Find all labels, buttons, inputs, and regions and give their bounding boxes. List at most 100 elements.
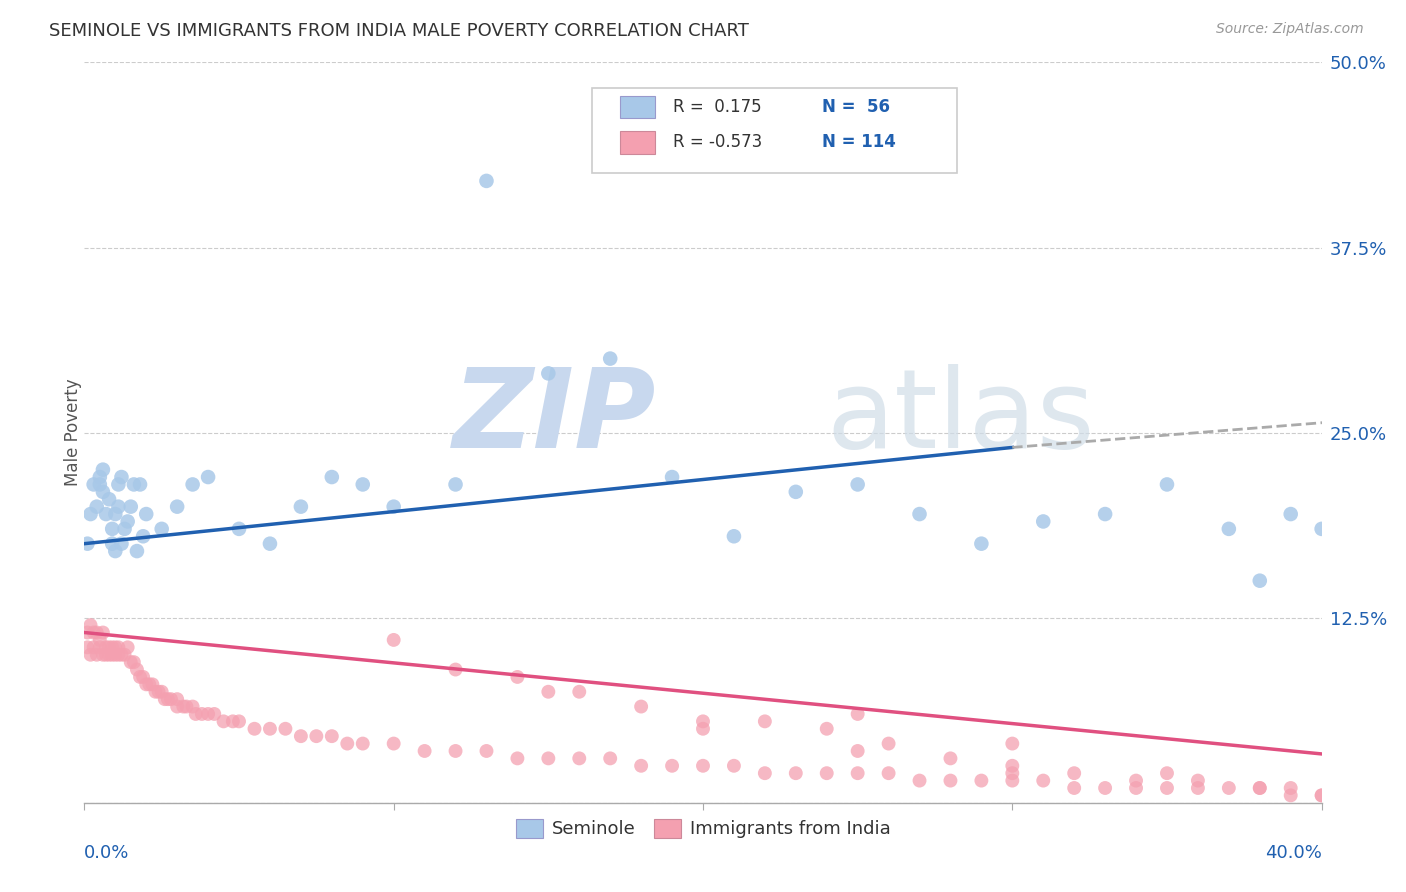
- Point: [76, 625, 98, 640]
- Point: [89, 470, 111, 484]
- Point: [815, 766, 838, 780]
- Point: [202, 706, 225, 721]
- Point: [939, 751, 962, 765]
- Point: [107, 477, 129, 491]
- Point: [537, 367, 560, 381]
- Point: [129, 477, 152, 491]
- Point: [107, 648, 129, 662]
- Point: [1001, 737, 1024, 751]
- Point: [228, 522, 250, 536]
- Point: [110, 470, 132, 484]
- Point: [290, 729, 312, 743]
- Point: [352, 477, 374, 491]
- Point: [191, 706, 214, 721]
- Point: [877, 766, 900, 780]
- Point: [89, 632, 111, 647]
- Point: [181, 699, 204, 714]
- Text: 40.0%: 40.0%: [1265, 844, 1322, 863]
- Point: [91, 484, 114, 499]
- Point: [79, 618, 101, 632]
- Point: [630, 758, 652, 772]
- Point: [150, 522, 173, 536]
- Point: [599, 351, 621, 366]
- Text: Source: ZipAtlas.com: Source: ZipAtlas.com: [1216, 22, 1364, 37]
- Point: [79, 648, 101, 662]
- Point: [305, 729, 328, 743]
- Point: [166, 692, 188, 706]
- Point: [1125, 780, 1147, 795]
- Point: [259, 536, 281, 550]
- Point: [1279, 789, 1302, 803]
- Point: [382, 737, 405, 751]
- Point: [815, 722, 838, 736]
- Point: [661, 758, 683, 772]
- Point: [166, 699, 188, 714]
- Point: [120, 500, 142, 514]
- Point: [754, 714, 776, 729]
- Point: [1063, 780, 1085, 795]
- Point: [630, 699, 652, 714]
- Point: [1125, 773, 1147, 788]
- Point: [107, 500, 129, 514]
- Point: [1218, 780, 1240, 795]
- Point: [141, 677, 163, 691]
- Point: [754, 766, 776, 780]
- Point: [243, 722, 266, 736]
- Point: [382, 500, 405, 514]
- Bar: [620, 95, 655, 118]
- Point: [101, 640, 124, 655]
- Point: [506, 751, 529, 765]
- Point: [846, 477, 869, 491]
- Point: [321, 470, 343, 484]
- Point: [117, 640, 139, 655]
- Point: [1249, 780, 1271, 795]
- Point: [413, 744, 436, 758]
- Point: [129, 670, 152, 684]
- Point: [1156, 477, 1178, 491]
- Point: [692, 758, 714, 772]
- Point: [382, 632, 405, 647]
- Point: [86, 625, 108, 640]
- Point: [132, 529, 155, 543]
- Point: [846, 766, 869, 780]
- Point: [104, 640, 127, 655]
- Text: SEMINOLE VS IMMIGRANTS FROM INDIA MALE POVERTY CORRELATION CHART: SEMINOLE VS IMMIGRANTS FROM INDIA MALE P…: [49, 22, 749, 40]
- Point: [444, 663, 467, 677]
- Point: [94, 507, 117, 521]
- Point: [1249, 574, 1271, 588]
- Point: [228, 714, 250, 729]
- Point: [1310, 789, 1333, 803]
- Point: [785, 484, 807, 499]
- Point: [110, 648, 132, 662]
- Point: [148, 685, 170, 699]
- Point: [222, 714, 245, 729]
- Point: [785, 766, 807, 780]
- Point: [908, 507, 931, 521]
- Point: [104, 648, 127, 662]
- Point: [1156, 766, 1178, 780]
- Point: [104, 544, 127, 558]
- Point: [135, 507, 157, 521]
- Point: [145, 685, 167, 699]
- FancyBboxPatch shape: [592, 88, 956, 173]
- Legend: Seminole, Immigrants from India: Seminole, Immigrants from India: [509, 812, 897, 846]
- Point: [153, 692, 176, 706]
- Point: [197, 706, 219, 721]
- Point: [352, 737, 374, 751]
- Point: [939, 773, 962, 788]
- Point: [89, 640, 111, 655]
- Point: [125, 544, 148, 558]
- Point: [76, 640, 98, 655]
- Point: [76, 536, 98, 550]
- Point: [475, 174, 498, 188]
- Point: [1310, 522, 1333, 536]
- Point: [970, 773, 993, 788]
- Point: [122, 655, 145, 669]
- Point: [212, 714, 235, 729]
- Point: [723, 529, 745, 543]
- Point: [1001, 773, 1024, 788]
- Point: [150, 685, 173, 699]
- Point: [176, 699, 198, 714]
- Point: [1372, 536, 1395, 550]
- Point: [599, 751, 621, 765]
